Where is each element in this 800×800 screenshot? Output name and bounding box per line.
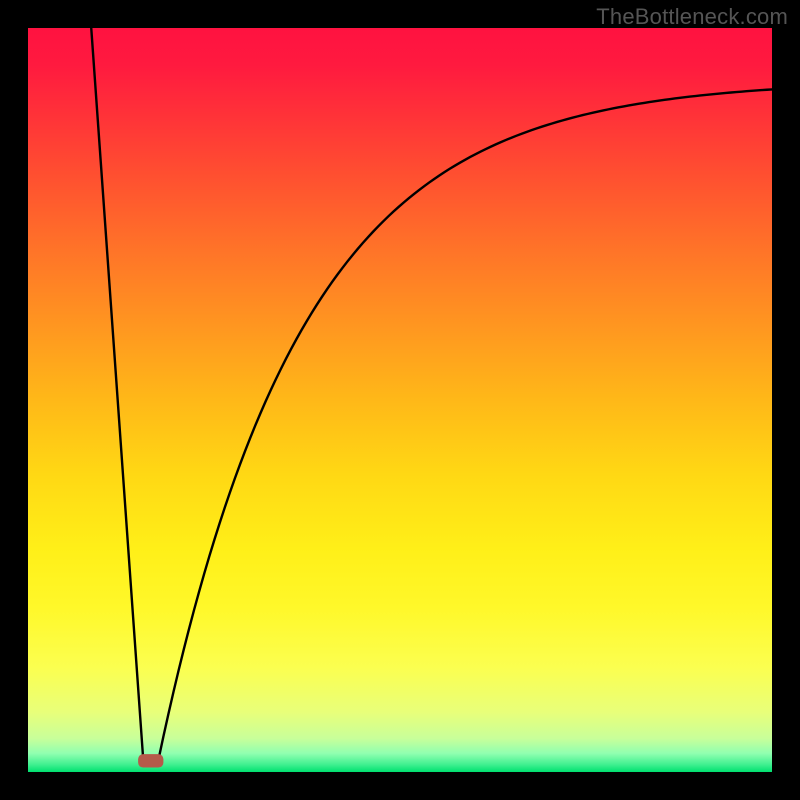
plot-background <box>28 28 772 772</box>
chart-root: TheBottleneck.com <box>0 0 800 800</box>
optimum-marker <box>138 754 163 767</box>
watermark-text: TheBottleneck.com <box>596 4 788 30</box>
bottleneck-chart <box>0 0 800 800</box>
